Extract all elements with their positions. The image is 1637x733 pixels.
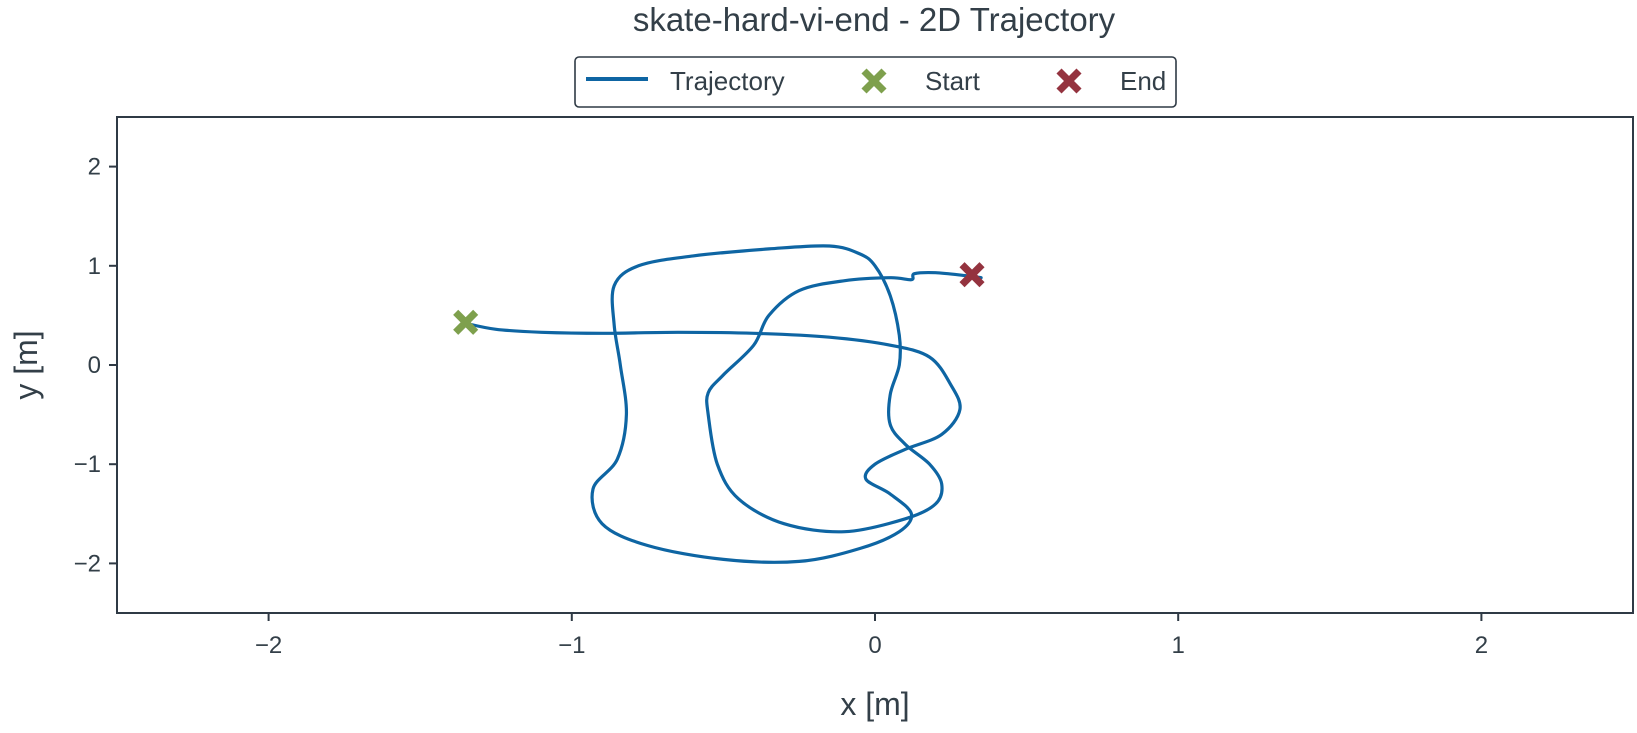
trajectory-line [464,244,983,564]
y-tick-label: −2 [74,550,101,577]
x-tick-label: 2 [1475,632,1488,659]
legend-start-marker [861,68,887,94]
y-tick-label: −1 [74,451,101,478]
end-marker [959,262,985,288]
legend-trajectory-label: Trajectory [670,66,785,96]
legend-end-marker [1056,68,1082,94]
series-layer [464,244,983,564]
chart-title: skate-hard-vi-end - 2D Trajectory [633,1,1116,38]
marker-layer [453,262,985,335]
y-axis-ticks: −2 −1 0 1 2 [74,154,117,577]
y-tick-label: 1 [88,253,101,280]
x-tick-label: −1 [558,632,585,659]
x-axis-label: x [m] [840,686,909,722]
y-tick-label: 2 [88,154,101,181]
legend-end-label: End [1120,66,1166,96]
plot-area [116,116,1634,614]
start-marker [453,309,479,335]
y-tick-label: 0 [88,352,101,379]
y-axis-label: y [m] [8,330,44,399]
legend: Trajectory Start End [574,56,1177,108]
x-tick-label: 0 [868,632,881,659]
x-axis-ticks: −2 −1 0 1 2 [255,613,1488,659]
legend-end-x [1056,68,1082,94]
legend-start-x [861,68,887,94]
x-tick-label: 1 [1172,632,1185,659]
x-tick-label: −2 [255,632,282,659]
legend-start-label: Start [925,66,981,96]
